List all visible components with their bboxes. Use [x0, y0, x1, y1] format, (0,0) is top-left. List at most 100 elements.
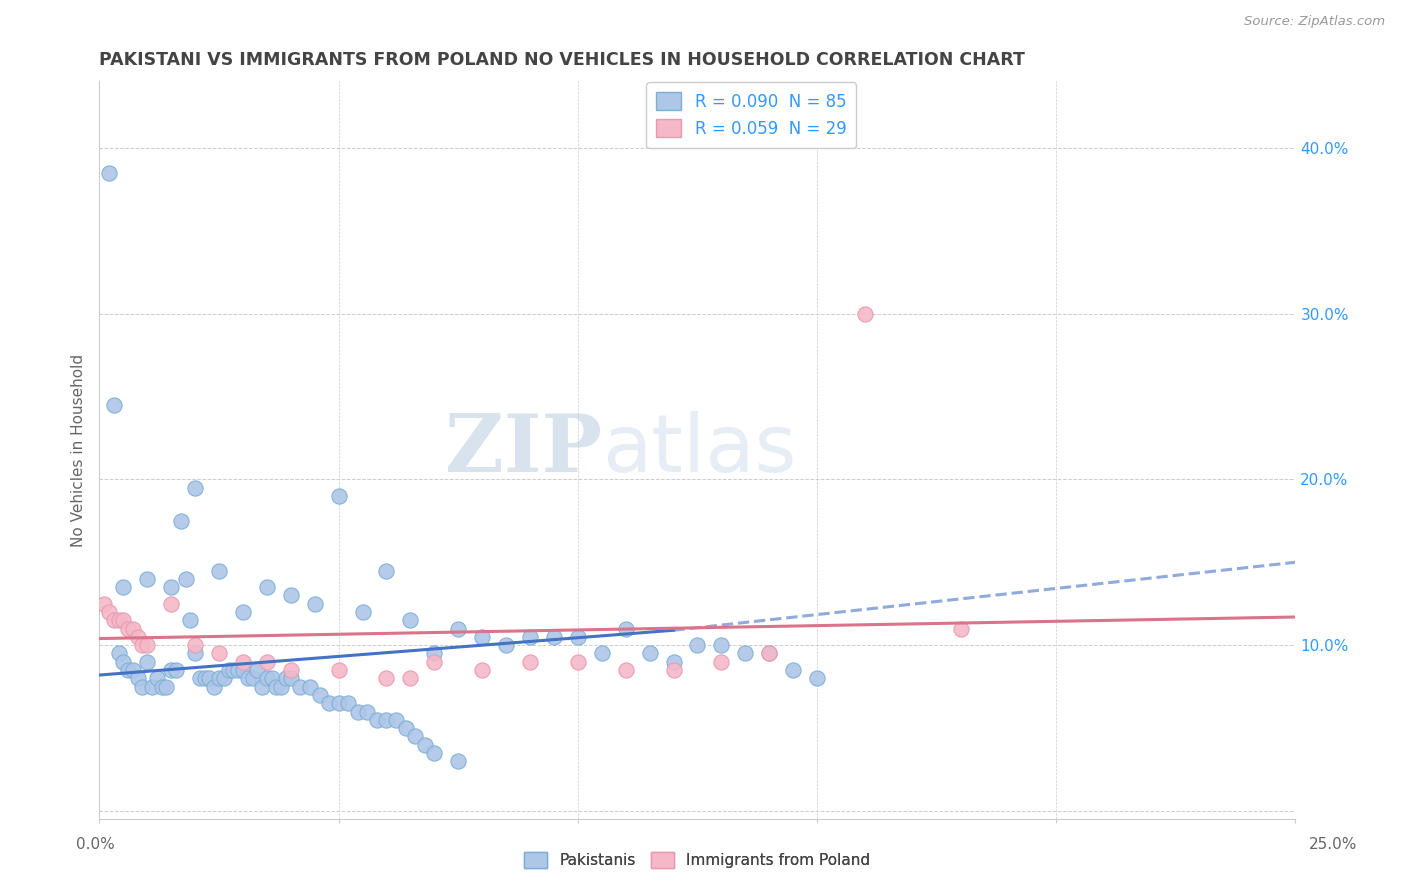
Point — [170, 514, 193, 528]
Point — [447, 622, 470, 636]
Point — [93, 597, 115, 611]
Point — [150, 680, 173, 694]
Point — [519, 655, 541, 669]
Point — [328, 696, 350, 710]
Point — [260, 671, 283, 685]
Point — [853, 306, 876, 320]
Point — [662, 655, 685, 669]
Point — [112, 580, 135, 594]
Y-axis label: No Vehicles in Household: No Vehicles in Household — [72, 354, 86, 547]
Point — [567, 655, 589, 669]
Text: Source: ZipAtlas.com: Source: ZipAtlas.com — [1244, 15, 1385, 28]
Point — [270, 680, 292, 694]
Point — [567, 630, 589, 644]
Point — [366, 713, 388, 727]
Point — [98, 165, 121, 179]
Point — [112, 613, 135, 627]
Point — [174, 572, 197, 586]
Point — [136, 572, 159, 586]
Point — [184, 647, 207, 661]
Point — [256, 580, 278, 594]
Point — [117, 663, 139, 677]
Point — [246, 663, 269, 677]
Point — [318, 696, 340, 710]
Point — [298, 680, 321, 694]
Point — [218, 663, 240, 677]
Point — [155, 680, 177, 694]
Point — [375, 564, 398, 578]
Text: atlas: atlas — [602, 411, 796, 490]
Legend: Pakistanis, Immigrants from Poland: Pakistanis, Immigrants from Poland — [519, 846, 876, 874]
Point — [375, 671, 398, 685]
Point — [122, 622, 145, 636]
Point — [212, 671, 235, 685]
Point — [399, 613, 422, 627]
Point — [242, 671, 264, 685]
Point — [758, 647, 780, 661]
Point — [160, 580, 183, 594]
Point — [107, 647, 129, 661]
Point — [131, 638, 153, 652]
Point — [202, 680, 225, 694]
Point — [117, 622, 139, 636]
Point — [280, 663, 302, 677]
Point — [471, 630, 494, 644]
Point — [638, 647, 661, 661]
Point — [131, 680, 153, 694]
Text: ZIP: ZIP — [444, 411, 602, 490]
Point — [274, 671, 297, 685]
Point — [160, 663, 183, 677]
Point — [103, 398, 125, 412]
Point — [447, 754, 470, 768]
Point — [107, 613, 129, 627]
Point — [337, 696, 360, 710]
Point — [385, 713, 408, 727]
Point — [375, 713, 398, 727]
Point — [266, 680, 288, 694]
Point — [165, 663, 187, 677]
Point — [136, 638, 159, 652]
Text: 25.0%: 25.0% — [1309, 838, 1357, 852]
Point — [471, 663, 494, 677]
Point — [208, 671, 231, 685]
Point — [232, 663, 254, 677]
Point — [346, 705, 368, 719]
Point — [328, 489, 350, 503]
Point — [194, 671, 217, 685]
Point — [352, 605, 374, 619]
Point — [328, 663, 350, 677]
Point — [98, 605, 121, 619]
Point — [734, 647, 756, 661]
Point — [356, 705, 378, 719]
Point — [198, 671, 221, 685]
Point — [404, 730, 426, 744]
Point — [208, 647, 231, 661]
Text: 0.0%: 0.0% — [76, 838, 115, 852]
Point — [160, 597, 183, 611]
Point — [614, 663, 637, 677]
Point — [232, 655, 254, 669]
Point — [146, 671, 169, 685]
Point — [222, 663, 245, 677]
Point — [304, 597, 326, 611]
Point — [710, 655, 733, 669]
Point — [591, 647, 613, 661]
Text: PAKISTANI VS IMMIGRANTS FROM POLAND NO VEHICLES IN HOUSEHOLD CORRELATION CHART: PAKISTANI VS IMMIGRANTS FROM POLAND NO V… — [100, 51, 1025, 69]
Point — [236, 671, 259, 685]
Point — [423, 647, 446, 661]
Point — [184, 481, 207, 495]
Point — [184, 638, 207, 652]
Point — [710, 638, 733, 652]
Point — [232, 605, 254, 619]
Point — [208, 564, 231, 578]
Point — [394, 721, 416, 735]
Point — [141, 680, 163, 694]
Point — [413, 738, 436, 752]
Point — [399, 671, 422, 685]
Point — [614, 622, 637, 636]
Point — [686, 638, 709, 652]
Point — [127, 630, 149, 644]
Point — [280, 671, 302, 685]
Point — [423, 655, 446, 669]
Point — [662, 663, 685, 677]
